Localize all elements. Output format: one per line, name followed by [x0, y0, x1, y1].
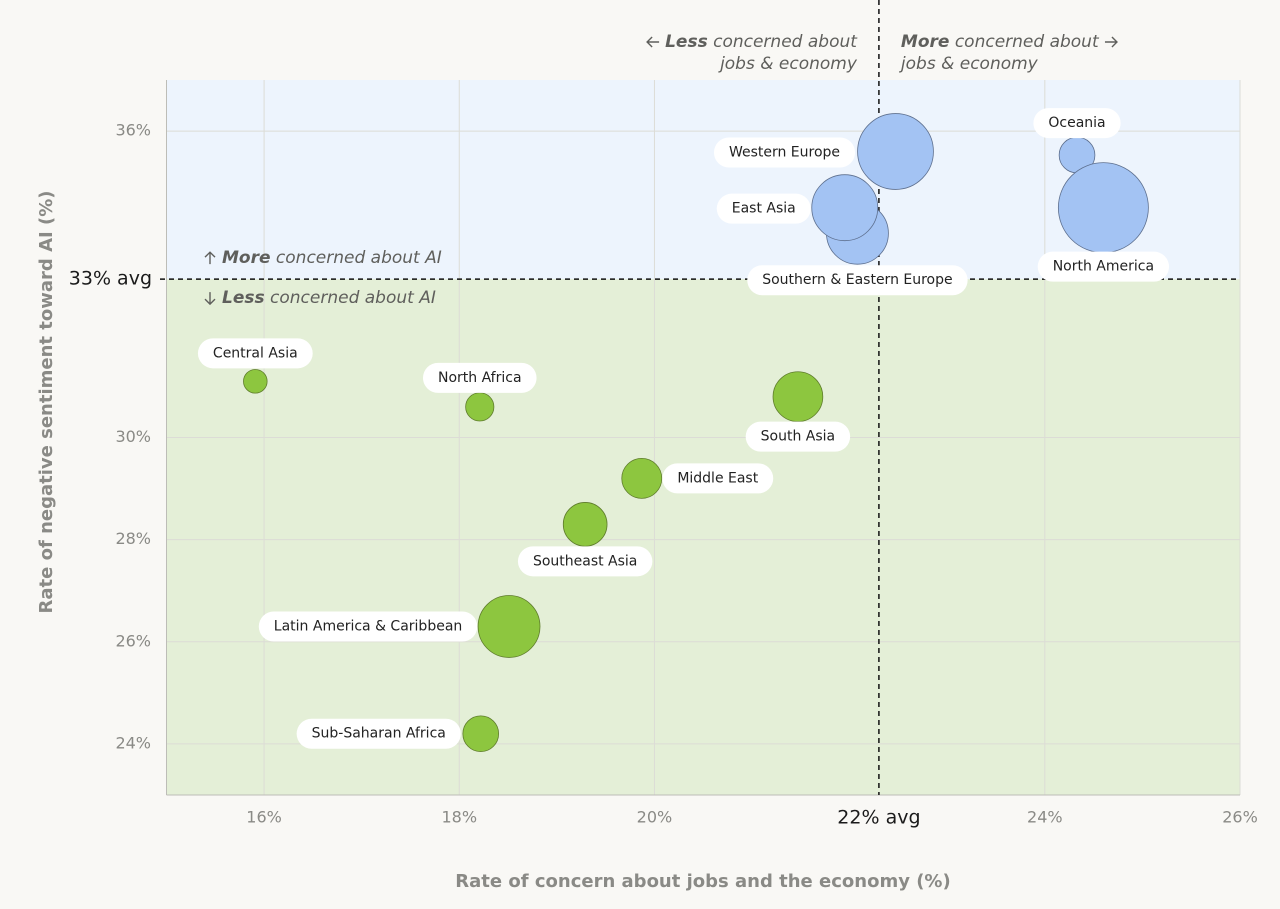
label-pill — [422, 362, 537, 393]
bubble-label-group: Middle East — [662, 463, 774, 494]
label-pill — [258, 611, 478, 642]
bubble — [462, 715, 500, 752]
annotation-text: concerned about — [713, 32, 858, 52]
x-avg-label: 22% avg — [837, 807, 920, 829]
y-axis-title: Rate of negative sentiment toward AI (%) — [36, 191, 57, 614]
region-less-concerned — [166, 279, 1240, 795]
bubble-label-group: East Asia — [716, 193, 811, 224]
bubble-label: South Asia — [761, 429, 835, 445]
bubble-label: East Asia — [732, 201, 796, 217]
x-tick-label: 26% — [1222, 808, 1258, 827]
bubble-label-group: Central Asia — [197, 338, 313, 369]
arrow-icon — [1104, 36, 1118, 48]
label-pill — [296, 718, 461, 749]
bubble-label-group: North America — [1037, 251, 1170, 282]
bubble-label-group: Latin America & Caribbean — [258, 611, 478, 642]
annotation: More concerned about — [901, 32, 1100, 52]
annotation-text: concerned about AI — [276, 248, 442, 268]
y-avg-label: 33% avg — [69, 268, 152, 290]
annotation-bold: More — [222, 248, 271, 268]
bubble-label-group: North Africa — [422, 362, 537, 393]
y-tick-label: 28% — [115, 529, 151, 548]
bubble — [562, 502, 608, 547]
y-tick-label: 30% — [115, 427, 151, 446]
arrow-icon — [204, 251, 216, 265]
annotation: More concerned about AI — [222, 248, 442, 268]
bubble-label-group: Oceania — [1033, 108, 1121, 139]
bubble-label: North America — [1053, 259, 1154, 275]
bubble-label-group: Western Europe — [713, 137, 856, 168]
bubble — [243, 369, 268, 394]
bubble — [811, 174, 879, 242]
bubble-label: Central Asia — [213, 345, 298, 361]
y-tick-label: 36% — [115, 121, 151, 140]
bubble — [1057, 162, 1149, 254]
arrow-icon — [204, 292, 216, 306]
bubble-label-group: Southeast Asia — [517, 546, 653, 577]
bubble-label: Sub-Saharan Africa — [312, 726, 446, 742]
x-tick-label: 24% — [1027, 808, 1063, 827]
annotation-text: concerned about AI — [270, 288, 436, 308]
y-tick-label: 24% — [115, 733, 151, 752]
bubble-label-group: South Asia — [745, 421, 851, 452]
bubble-label: Oceania — [1048, 115, 1105, 131]
bubble-label: Southern & Eastern Europe — [762, 272, 952, 288]
label-pill — [745, 421, 851, 452]
bubble-label: North Africa — [438, 370, 522, 386]
annotation-text: concerned about — [955, 32, 1100, 52]
bubble — [772, 371, 824, 422]
bubble — [477, 595, 541, 658]
bubble — [621, 457, 663, 499]
label-pill — [713, 137, 856, 168]
bubble-label: Middle East — [677, 470, 758, 486]
label-pill — [197, 338, 313, 369]
x-tick-label: 16% — [246, 808, 282, 827]
bubble-label-group: Sub-Saharan Africa — [296, 718, 461, 749]
label-pill — [747, 265, 968, 296]
annotation-bold: Less — [665, 32, 708, 52]
bubble — [465, 392, 495, 422]
label-pill — [517, 546, 653, 577]
x-axis-title: Rate of concern about jobs and the econo… — [455, 871, 950, 892]
annotation: jobs & economy — [718, 54, 858, 74]
x-tick-label: 20% — [637, 808, 673, 827]
bubble-label: Southeast Asia — [533, 553, 637, 569]
annotation: Less concerned about AI — [222, 288, 436, 308]
y-tick-label: 26% — [115, 631, 151, 650]
label-pill — [716, 193, 811, 224]
arrow-icon — [646, 36, 660, 48]
annotation-bold: More — [901, 32, 950, 52]
bubble — [857, 113, 934, 190]
bubble-label: Western Europe — [729, 145, 840, 161]
label-pill — [662, 463, 774, 494]
label-pill — [1037, 251, 1170, 282]
label-pill — [1033, 108, 1121, 139]
x-tick-label: 18% — [441, 808, 477, 827]
annotation-bold: Less — [222, 288, 265, 308]
annotation: jobs & economy — [899, 54, 1039, 74]
annotation: Less concerned about — [665, 32, 858, 52]
bubble-label-group: Southern & Eastern Europe — [747, 265, 968, 296]
bubble-label: Latin America & Caribbean — [274, 618, 463, 634]
